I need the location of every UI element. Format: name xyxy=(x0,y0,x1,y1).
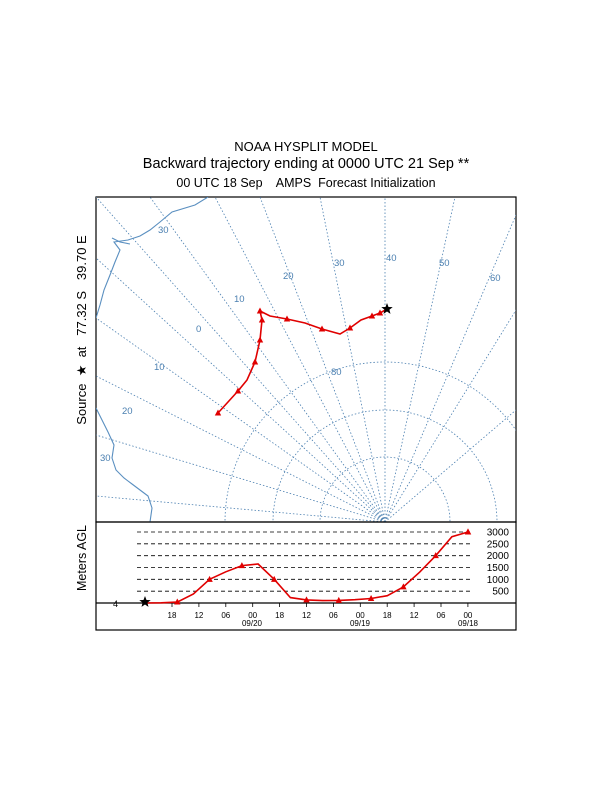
time-tick-label: 00 xyxy=(248,611,257,620)
trajectory-marker xyxy=(368,312,376,319)
trajectory-title: Backward trajectory ending at 0000 UTC 2… xyxy=(142,156,470,172)
date-label: 09/18 xyxy=(458,619,479,628)
trajectory-marker xyxy=(251,358,259,365)
trajectory-marker xyxy=(283,315,291,322)
meridian-label: 30 xyxy=(100,453,111,464)
height-marker xyxy=(303,596,310,603)
trajectory-line xyxy=(217,308,388,414)
trajectory-marker xyxy=(318,325,326,332)
model-title: NOAA HYSPLIT MODEL xyxy=(234,139,378,154)
height-tick-label: 1500 xyxy=(487,563,510,574)
height-marker xyxy=(432,552,439,559)
height-marker xyxy=(174,598,181,605)
source-star-height xyxy=(139,596,151,607)
trajectory-marker xyxy=(256,307,264,314)
meridian-line xyxy=(384,197,456,522)
meridian-label: 30 xyxy=(334,258,345,269)
meridian-line xyxy=(259,197,386,522)
meridian-line xyxy=(384,409,516,522)
map-panel: 30 0 10 20 30 40 50 60 10 20 30 80 xyxy=(95,196,517,523)
height-marker xyxy=(464,528,472,535)
latitude-circle xyxy=(319,456,451,522)
source-height-marker: 4 xyxy=(113,599,118,609)
meridian-line xyxy=(96,317,386,522)
latitude-circle xyxy=(224,361,516,522)
height-marker xyxy=(367,595,375,602)
meridian-line xyxy=(319,197,386,522)
meridian-label: 30 xyxy=(158,225,169,236)
meridian-line xyxy=(384,309,516,522)
initialization-subtitle: 00 UTC 18 Sep AMPS Forecast Initializati… xyxy=(176,176,436,190)
meridian-label: 50 xyxy=(439,258,450,269)
height-marker xyxy=(271,575,278,582)
trajectory-marker xyxy=(234,387,242,394)
height-tick-label: 3000 xyxy=(487,528,510,539)
height-tick-label: 1000 xyxy=(487,575,510,586)
date-label: 09/20 xyxy=(242,619,263,628)
height-tick-label: 500 xyxy=(492,587,509,598)
meridian-line xyxy=(96,257,386,522)
height-marker xyxy=(238,562,246,569)
height-marker xyxy=(206,575,213,582)
meridian-line xyxy=(96,375,386,522)
time-tick-label: 18 xyxy=(168,611,177,620)
time-tick-label: 12 xyxy=(194,611,203,620)
latitude-label: 80 xyxy=(331,367,342,378)
height-profile xyxy=(139,528,472,607)
meridian-line xyxy=(384,214,516,522)
meridian-label: 10 xyxy=(154,362,165,373)
meridian-label: 40 xyxy=(386,253,397,264)
height-marker xyxy=(400,583,407,590)
coastline xyxy=(96,407,153,522)
height-marker xyxy=(335,596,342,603)
meridian-line xyxy=(149,197,386,522)
meridian-line xyxy=(96,434,386,522)
date-label: 09/19 xyxy=(350,619,371,628)
meridian-label: 10 xyxy=(234,294,245,305)
meridian-label: 60 xyxy=(490,273,501,284)
time-tick-label: 18 xyxy=(383,611,392,620)
coastline xyxy=(111,237,131,245)
time-tick-label: 06 xyxy=(329,611,338,620)
time-tick-label: 12 xyxy=(302,611,311,620)
time-tick-label: 00 xyxy=(356,611,365,620)
trajectory-marker xyxy=(346,324,354,331)
map-grid: 30 0 10 20 30 40 50 60 10 20 30 80 xyxy=(96,197,516,522)
height-frame xyxy=(95,521,517,631)
time-tick-label: 00 xyxy=(463,611,472,620)
trajectory-marker xyxy=(214,409,222,416)
time-tick-label: 12 xyxy=(410,611,419,620)
height-tick-label: 2000 xyxy=(487,551,510,562)
meridian-label: 20 xyxy=(283,271,294,282)
trajectory-marker xyxy=(376,309,384,316)
source-star xyxy=(381,303,393,314)
height-tick-label: 2500 xyxy=(487,539,510,550)
map-frame xyxy=(95,196,517,523)
time-tick-label: 18 xyxy=(275,611,284,620)
meridian-label: 20 xyxy=(122,406,133,417)
meridian-label: 0 xyxy=(196,324,201,335)
trajectory-path xyxy=(214,303,393,416)
coastline xyxy=(96,197,209,319)
trajectory-marker xyxy=(258,316,266,323)
meridian-line xyxy=(96,495,386,522)
time-tick-label: 06 xyxy=(221,611,230,620)
time-tick-label: 06 xyxy=(437,611,446,620)
trajectory-marker xyxy=(256,336,264,343)
meridian-line xyxy=(214,197,386,522)
meridian-line xyxy=(96,197,386,522)
